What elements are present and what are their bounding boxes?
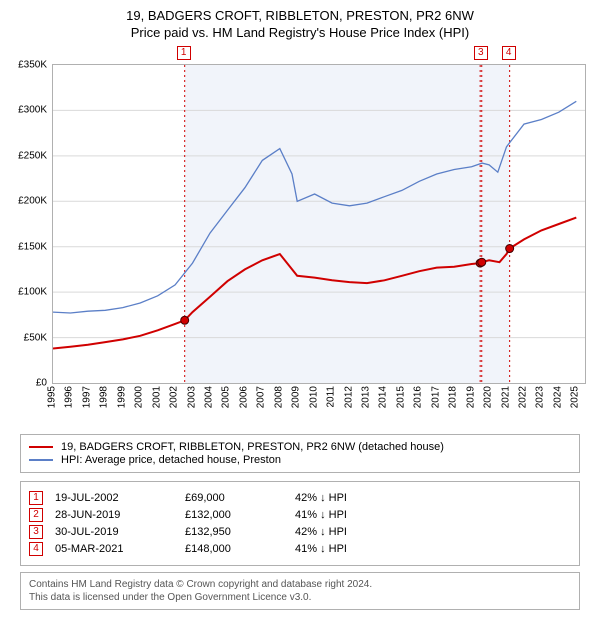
y-tick-label: £250K: [18, 150, 47, 161]
x-tick-label: 2011: [326, 386, 337, 408]
x-tick-label: 2023: [535, 386, 546, 408]
y-tick-label: £150K: [18, 241, 47, 252]
row-diff: 42% ↓ HPI: [295, 492, 415, 504]
x-tick-label: 2015: [395, 386, 406, 408]
x-tick-label: 1999: [116, 386, 127, 408]
sales-table: 119-JUL-2002£69,00042% ↓ HPI228-JUN-2019…: [20, 481, 580, 566]
chart-canvas: [53, 65, 585, 383]
y-tick-label: £300K: [18, 105, 47, 116]
x-tick-label: 2021: [500, 386, 511, 408]
x-tick-label: 2019: [465, 386, 476, 408]
footer-line: This data is licensed under the Open Gov…: [29, 591, 571, 604]
row-diff: 41% ↓ HPI: [295, 509, 415, 521]
x-tick-label: 2008: [273, 386, 284, 408]
row-price: £148,000: [185, 543, 295, 555]
x-tick-label: 2025: [570, 386, 581, 408]
x-tick-label: 2024: [552, 386, 563, 408]
footer-line: Contains HM Land Registry data © Crown c…: [29, 578, 571, 591]
line-chart: £0£50K£100K£150K£200K£250K£300K£350K: [52, 64, 586, 384]
y-tick-label: £100K: [18, 287, 47, 298]
x-tick-label: 2013: [360, 386, 371, 408]
row-marker: 4: [29, 542, 43, 556]
x-tick-label: 2001: [151, 386, 162, 408]
table-row: 2 28-JUN-2019£132,00041% ↓ HPI: [29, 508, 571, 522]
x-tick-label: 2009: [291, 386, 302, 408]
x-tick-label: 2012: [343, 386, 354, 408]
y-tick-label: £350K: [18, 60, 47, 71]
row-price: £69,000: [185, 492, 295, 504]
x-tick-label: 1997: [81, 386, 92, 408]
x-tick-label: 1998: [99, 386, 110, 408]
legend-label: HPI: Average price, detached house, Pres…: [61, 454, 281, 466]
x-tick-label: 2020: [483, 386, 494, 408]
row-marker: 2: [29, 508, 43, 522]
footer-attribution: Contains HM Land Registry data © Crown c…: [20, 572, 580, 610]
row-marker: 3: [29, 525, 43, 539]
legend-swatch: [29, 459, 53, 461]
x-tick-label: 1996: [64, 386, 75, 408]
top-marker-row: 1 34: [52, 46, 586, 64]
row-date: 28-JUN-2019: [55, 509, 185, 521]
row-date: 30-JUL-2019: [55, 526, 185, 538]
legend-item: 19, BADGERS CROFT, RIBBLETON, PRESTON, P…: [29, 441, 571, 453]
row-diff: 41% ↓ HPI: [295, 543, 415, 555]
row-date: 05-MAR-2021: [55, 543, 185, 555]
title-subtitle: Price paid vs. HM Land Registry's House …: [10, 25, 590, 40]
y-tick-label: £200K: [18, 196, 47, 207]
x-axis: 1995199619971998199920002001200220032004…: [52, 384, 586, 424]
sale-marker-label: 4: [502, 46, 516, 60]
y-tick-label: £50K: [24, 332, 47, 343]
legend-item: HPI: Average price, detached house, Pres…: [29, 454, 571, 466]
x-tick-label: 2007: [256, 386, 267, 408]
x-tick-label: 2014: [378, 386, 389, 408]
row-price: £132,000: [185, 509, 295, 521]
x-tick-label: 2017: [430, 386, 441, 408]
x-tick-label: 2003: [186, 386, 197, 408]
x-tick-label: 2004: [203, 386, 214, 408]
title-block: 19, BADGERS CROFT, RIBBLETON, PRESTON, P…: [10, 8, 590, 40]
x-tick-label: 2005: [221, 386, 232, 408]
x-tick-label: 2002: [169, 386, 180, 408]
y-axis: £0£50K£100K£150K£200K£250K£300K£350K: [9, 65, 51, 383]
legend: 19, BADGERS CROFT, RIBBLETON, PRESTON, P…: [20, 434, 580, 473]
x-tick-label: 2000: [134, 386, 145, 408]
sale-marker-label: 1: [177, 46, 191, 60]
sale-marker-label: 3: [474, 46, 488, 60]
row-diff: 42% ↓ HPI: [295, 526, 415, 538]
title-address: 19, BADGERS CROFT, RIBBLETON, PRESTON, P…: [10, 8, 590, 23]
table-row: 1 19-JUL-2002£69,00042% ↓ HPI: [29, 491, 571, 505]
x-tick-label: 2010: [308, 386, 319, 408]
table-row: 4 05-MAR-2021£148,00041% ↓ HPI: [29, 542, 571, 556]
figure-container: 19, BADGERS CROFT, RIBBLETON, PRESTON, P…: [0, 0, 600, 616]
x-tick-label: 2018: [448, 386, 459, 408]
x-tick-label: 2022: [517, 386, 528, 408]
y-tick-label: £0: [36, 378, 47, 389]
legend-swatch: [29, 446, 53, 448]
row-price: £132,950: [185, 526, 295, 538]
table-row: 3 30-JUL-2019£132,95042% ↓ HPI: [29, 525, 571, 539]
legend-label: 19, BADGERS CROFT, RIBBLETON, PRESTON, P…: [61, 441, 444, 453]
x-tick-label: 2006: [238, 386, 249, 408]
row-marker: 1: [29, 491, 43, 505]
x-tick-label: 2016: [413, 386, 424, 408]
row-date: 19-JUL-2002: [55, 492, 185, 504]
x-tick-label: 1995: [47, 386, 58, 408]
